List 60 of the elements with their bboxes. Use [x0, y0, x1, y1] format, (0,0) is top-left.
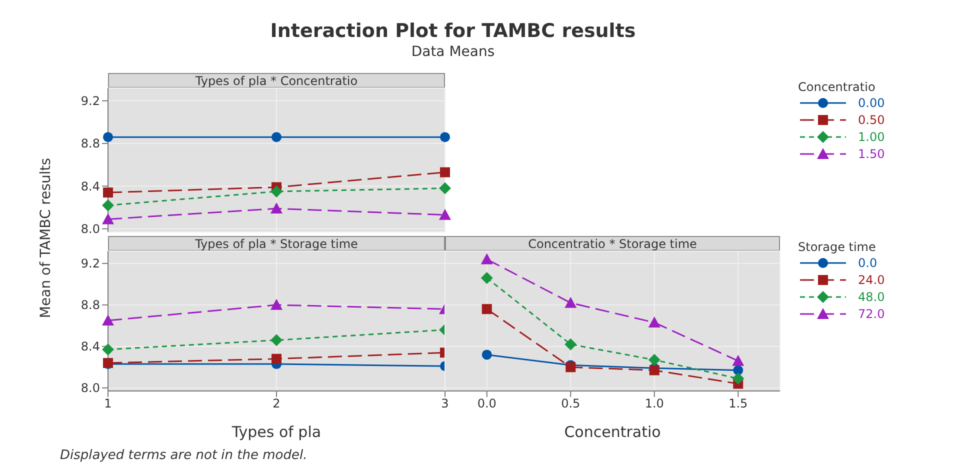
legend-label: 24.0 [858, 272, 885, 286]
point [482, 304, 492, 314]
y-tick-label: 8.4 [80, 340, 100, 354]
x-tick-label: 3 [441, 396, 449, 411]
point [103, 188, 113, 198]
y-tick-label: 8.8 [80, 136, 100, 151]
text: Mean of TAMBC results [38, 156, 54, 320]
legend-label: 48.0 [858, 290, 885, 304]
y-tick-label: 9.2 [80, 256, 100, 271]
point [564, 338, 577, 350]
text: 0.0 [858, 256, 878, 270]
legend-label: 1.50 [858, 146, 885, 160]
point [270, 334, 282, 346]
legend-title: Storage time [798, 240, 877, 254]
y-tick-label: 8.4 [80, 179, 100, 194]
y-tick-label: 8.0 [80, 381, 100, 396]
legend-title: Concentratio [798, 80, 876, 94]
point [648, 316, 660, 328]
point [102, 344, 114, 356]
point [102, 199, 114, 212]
point [270, 185, 282, 198]
point [440, 132, 450, 142]
point [272, 132, 282, 142]
point [732, 354, 744, 366]
point [564, 296, 577, 308]
x-tick-label: 2 [272, 396, 280, 411]
x-tick-label: 0.0 [477, 396, 496, 411]
text: Interaction Plot for TAMBC results [269, 20, 637, 42]
point [648, 354, 660, 366]
chart-title: Concentratio * Storage time [445, 236, 780, 251]
chart-title: Types of pla * Concentratio [108, 73, 445, 88]
point [732, 372, 744, 385]
legend-label: 0.00 [858, 96, 885, 110]
point [439, 208, 451, 220]
point [272, 354, 282, 364]
chart-title: Types of pla * Storage time [108, 236, 445, 251]
x-tick-label: 1 [104, 396, 112, 411]
legend-label: 1.00 [858, 130, 885, 144]
text: Displayed terms are not in the model. [60, 448, 308, 463]
point [102, 213, 114, 224]
y-tick-label: 9.2 [80, 94, 100, 108]
point [270, 202, 282, 214]
point [439, 182, 451, 194]
x-axis-title: Types of pla [230, 423, 322, 441]
point [440, 167, 450, 178]
point [480, 272, 493, 284]
legend-label: 0.50 [858, 112, 885, 126]
y-tick-label: 8.0 [80, 222, 100, 236]
point [480, 253, 493, 264]
x-tick-label: 1.0 [644, 396, 664, 411]
x-tick-label: 0.5 [561, 396, 580, 411]
x-axis-title: Concentratio [563, 423, 662, 441]
x-tick-label: 1.5 [728, 396, 748, 411]
point [103, 132, 113, 142]
point [482, 350, 492, 360]
legend-label: 72.0 [858, 306, 885, 320]
point [270, 298, 282, 310]
y-tick-label: 8.8 [80, 298, 100, 312]
text: Data Means [410, 44, 496, 60]
point [102, 314, 114, 326]
